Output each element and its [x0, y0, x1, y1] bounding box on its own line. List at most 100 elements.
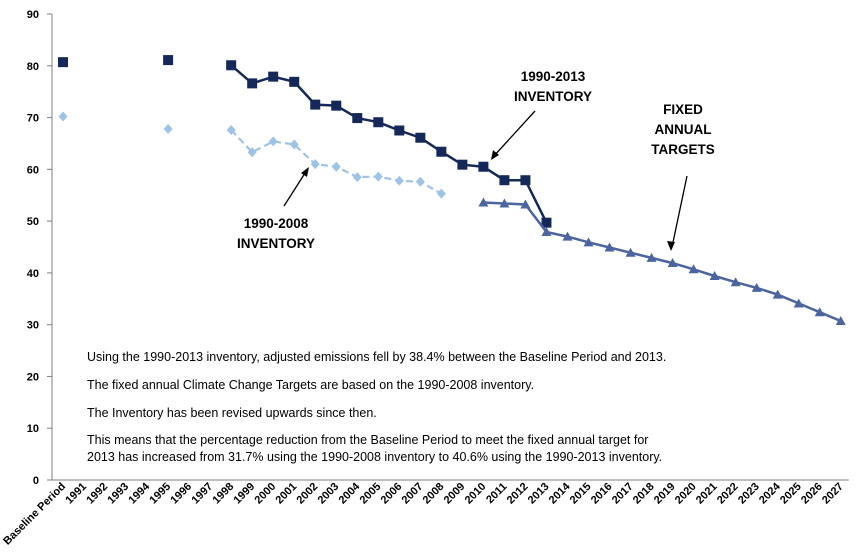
annotation-1990-2008-line1: 1990-2008: [244, 216, 309, 231]
x-tick-label: 2023: [736, 481, 762, 507]
data-point-triangle: [646, 252, 657, 262]
x-tick-label: 2016: [589, 481, 615, 507]
x-tick-label: 2021: [694, 481, 720, 507]
x-tick-label: 2020: [673, 481, 699, 507]
note-1: Using the 1990-2013 inventory, adjusted …: [87, 350, 667, 364]
data-point-triangle: [709, 270, 720, 280]
x-tick-label: 2010: [463, 481, 489, 507]
y-tick-label: 10: [27, 423, 39, 435]
data-point-square: [499, 175, 510, 186]
data-point-diamond: [394, 175, 404, 186]
y-tick-label: 30: [27, 320, 39, 332]
data-point-diamond: [310, 159, 320, 170]
series-line: [230, 64, 548, 224]
annotation-1990-2013-arrowhead: [491, 150, 499, 160]
annotations: 1990-2013 INVENTORY FIXED ANNUAL TARGETS…: [237, 69, 715, 251]
data-point-square: [373, 117, 384, 128]
data-point-triangle: [583, 237, 594, 247]
data-point-square: [478, 161, 489, 172]
x-tick-label: 2009: [442, 481, 468, 507]
data-point-triangle: [541, 226, 552, 236]
x-tick-label: 2004: [337, 480, 363, 506]
x-tick-label: 2012: [505, 481, 531, 507]
data-point-square: [58, 57, 68, 68]
y-tick-label: 90: [27, 9, 39, 21]
x-tick-label: 1991: [63, 481, 89, 507]
x-tick-label: 1997: [189, 481, 215, 507]
x-tick-label: 2018: [631, 481, 657, 507]
x-tick-label: 2003: [316, 481, 342, 507]
data-point-diamond: [247, 147, 257, 158]
data-point-square: [289, 76, 300, 87]
data-point-triangle: [772, 289, 783, 299]
data-point-square: [352, 113, 363, 124]
data-point-square: [163, 55, 174, 66]
y-tick-label: 60: [27, 164, 39, 176]
x-tick-label: 2008: [421, 481, 447, 507]
x-tick-label: 2022: [715, 481, 741, 507]
data-point-triangle: [499, 198, 510, 208]
data-point-square: [394, 125, 405, 136]
data-point-square: [226, 60, 237, 71]
note-2: The fixed annual Climate Change Targets …: [87, 378, 535, 392]
x-tick-label: Baseline Period: [1, 481, 68, 548]
annotation-targets-arrowhead: [667, 241, 675, 251]
x-tick-label: 1996: [168, 481, 194, 507]
data-point-diamond: [268, 136, 278, 147]
x-tick-label: 1999: [232, 481, 258, 507]
series-layer: [58, 55, 846, 326]
data-point-triangle: [562, 231, 573, 241]
y-tick-label: 70: [27, 113, 39, 125]
data-point-square: [415, 132, 426, 143]
x-tick-label: 1995: [147, 481, 173, 507]
annotation-1990-2008-arrow: [283, 169, 308, 207]
annotation-1990-2013-line1: 1990-2013: [521, 69, 586, 84]
note-3: The Inventory has been revised upwards s…: [87, 406, 377, 420]
data-point-square: [457, 159, 468, 170]
data-point-square: [247, 78, 258, 89]
data-point-square: [331, 100, 342, 111]
x-tick-label: 2011: [484, 481, 509, 506]
y-tick-label: 50: [27, 216, 39, 228]
x-tick-label: 1992: [84, 481, 110, 507]
data-point-triangle: [814, 307, 825, 317]
data-point-diamond: [58, 111, 68, 122]
data-point-diamond: [352, 172, 362, 183]
data-point-diamond: [331, 161, 341, 172]
y-tick-label: 0: [33, 475, 39, 487]
data-point-triangle: [835, 316, 846, 326]
y-tick-label: 20: [27, 371, 39, 383]
annotation-targets-arrow: [671, 175, 688, 248]
series-line: [483, 201, 842, 323]
x-tick-label: 2006: [379, 481, 405, 507]
note-5: 2013 has increased from 31.7% using the …: [87, 450, 663, 464]
x-tick-label: 2017: [610, 481, 636, 507]
x-tick-label: 2027: [820, 481, 846, 507]
data-point-diamond: [373, 171, 383, 182]
x-tick-label: 2005: [358, 481, 384, 507]
x-tick-label: 2000: [253, 481, 279, 507]
data-point-square: [436, 146, 447, 157]
y-tick-label: 40: [27, 268, 39, 280]
data-point-diamond: [415, 176, 425, 187]
data-point-diamond: [436, 188, 446, 199]
annotation-1990-2008-line2: INVENTORY: [237, 236, 315, 251]
series-2: [478, 197, 846, 326]
data-point-square: [541, 217, 552, 228]
x-tick-label: 1994: [126, 480, 152, 506]
data-point-square: [520, 175, 531, 186]
x-tick-label: 1993: [105, 481, 131, 507]
x-tick-label: 2001: [274, 481, 300, 507]
annotation-1990-2013-line2: INVENTORY: [514, 89, 592, 104]
note-4: This means that the percentage reduction…: [87, 433, 649, 447]
x-tick-label: 2014: [547, 480, 573, 506]
data-point-diamond: [289, 139, 299, 150]
data-point-triangle: [688, 264, 699, 274]
annotation-targets-line3: TARGETS: [651, 142, 715, 157]
annotation-targets-line2: ANNUAL: [655, 122, 712, 137]
data-point-diamond: [226, 124, 236, 135]
x-tick-label: 2007: [400, 481, 426, 507]
data-point-triangle: [625, 247, 636, 257]
data-point-triangle: [730, 277, 741, 287]
